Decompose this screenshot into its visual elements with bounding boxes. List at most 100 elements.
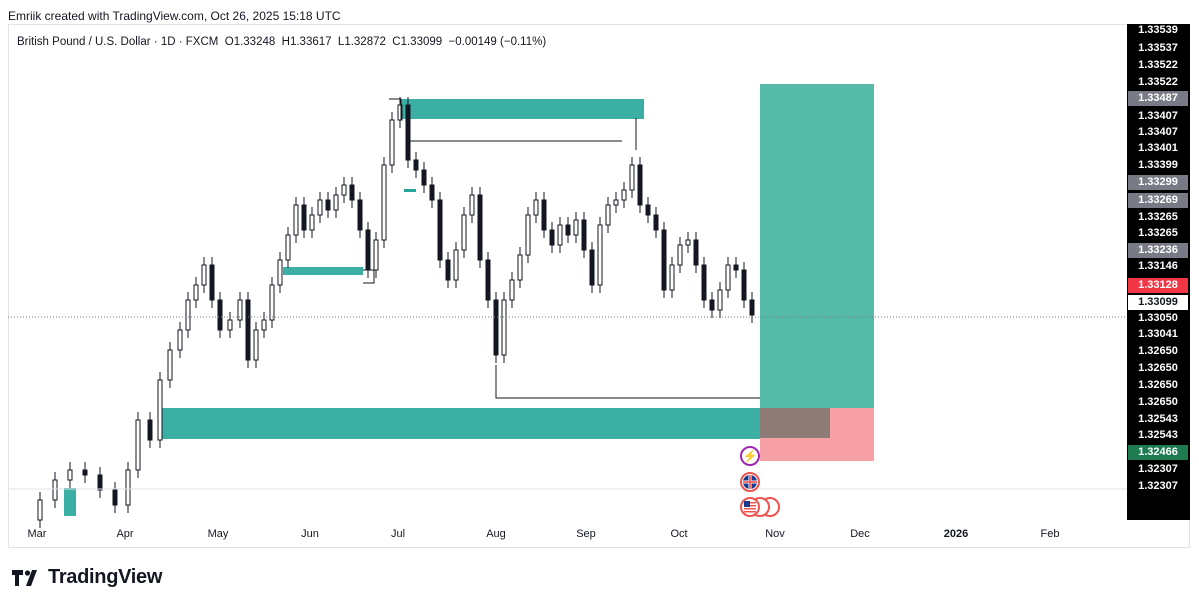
candle-body [67,469,73,481]
candle-body [469,194,475,216]
gb-flag-event-icon[interactable] [740,472,760,492]
candle-body [733,264,739,271]
candle-body [541,199,547,231]
candle-body [501,299,507,356]
candle-body [749,299,755,316]
candle-body [725,264,731,291]
price-axis-label: 1.33265 [1138,227,1178,239]
candle-body [325,199,331,211]
candle-body [637,164,643,206]
candle-body [261,319,267,331]
candle-body [613,199,619,206]
candle-body [237,299,243,321]
price-axis-label: 1.32650 [1138,379,1178,391]
price-axis-label: 1.33050 [1138,312,1178,324]
demand-zone [161,408,761,439]
small-demand-zone [283,267,363,275]
candle-body [589,249,595,286]
symbol-interval: 1D [160,36,176,48]
candle-body [621,189,627,201]
candle-body [97,474,103,491]
candle-body [341,184,347,196]
small-zone-bracket [363,269,375,284]
candle-body [397,104,403,121]
ohlc-open: O1.33248 [224,36,276,48]
candle-body [445,259,451,281]
candle-body [285,234,291,261]
price-axis[interactable] [1127,24,1190,520]
price-axis-label: 1.32307 [1138,463,1178,475]
price-axis-label: 1.32543 [1138,429,1178,441]
us-flag-event-icon[interactable] [740,497,760,517]
price-axis-label: 1.33522 [1138,59,1178,71]
candle-body [717,289,723,311]
candle-body [669,264,675,291]
candle-body [277,259,283,286]
candle-body [357,199,363,231]
ohlc-close: C1.33099 [392,36,443,48]
candle-body [741,269,747,301]
candle-body [517,254,523,281]
candle-body [301,204,307,231]
range-low-line [495,365,760,399]
candle-body [565,224,571,236]
price-axis-label: 1.33401 [1138,142,1178,154]
candle-body [135,419,141,471]
range-high-line [407,140,622,150]
candle-body [227,319,233,331]
candle-body [82,469,88,476]
time-axis-label: Nov [765,528,785,540]
price-axis-label: 1.33407 [1138,126,1178,138]
time-axis-label: Oct [670,528,688,540]
time-axis-label: Feb [1040,528,1060,540]
symbol-name: British Pound / U.S. Dollar [17,36,151,48]
candle-body [125,469,131,506]
candle-body [549,229,555,246]
candle-body [437,199,443,261]
price-axis-label: 1.33041 [1138,328,1178,340]
candle-body [661,229,667,291]
price-axis-label: 1.33265 [1138,211,1178,223]
candle-body [629,164,635,191]
candle-body [525,214,531,256]
price-axis-label: 1.32466 [1128,445,1188,460]
candle-body [112,489,118,506]
candle-body [52,479,58,501]
candle-body [677,244,683,266]
candle-body [413,159,419,171]
candle-body [693,239,699,266]
candle-body [493,299,499,356]
price-axis-label: 1.33399 [1138,159,1178,171]
candle-body [381,164,387,241]
candle-body [597,224,603,286]
price-axis-label: 1.32307 [1138,480,1178,492]
price-axis-label: 1.33407 [1138,110,1178,122]
candle-body [557,224,563,246]
candle-body [653,214,659,231]
lightning-event-icon[interactable]: ⚡ [740,446,760,466]
candle-body [333,194,339,211]
candle-body [201,264,207,286]
candle-body [209,264,215,301]
candle-body [349,184,355,201]
ohlc-low: L1.32872 [337,36,386,48]
tradingview-logo-icon [12,569,37,586]
price-axis-label: 1.33269 [1128,193,1188,208]
candle-body [701,264,707,301]
tradingview-logo[interactable]: TradingView [12,566,162,589]
candle-body [453,249,459,281]
candle-body [193,284,199,301]
candle-body [147,419,153,441]
candle-body [429,184,435,201]
chart-credit: Emriik created with TradingView.com, Oct… [8,9,341,23]
time-axis-label: Aug [486,528,506,540]
candle-body [685,239,691,246]
candle-body [177,329,183,351]
supply-zone [401,99,644,119]
symbol-legend: British Pound / U.S. Dollar · 1D · FXCM … [17,36,547,48]
candle-body [573,219,579,236]
candle-body [533,199,539,216]
time-axis-label: Dec [850,528,870,540]
price-axis-label: 1.33537 [1138,42,1178,54]
